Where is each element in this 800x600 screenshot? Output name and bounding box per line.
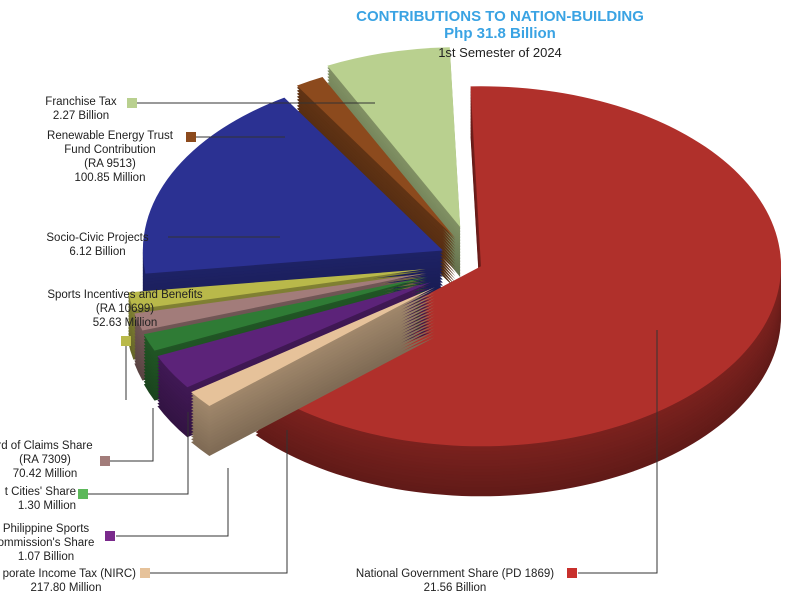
label-socio-civic: Socio-Civic Projects 6.12 Billion [40, 231, 155, 259]
legend-marker-franchise [127, 98, 137, 108]
label-franchise-tax: Franchise Tax 2.27 Billion [40, 95, 122, 123]
label-psc-share: Philippine Sports ommission's Share 1.07… [0, 522, 106, 564]
slice-1 [191, 287, 435, 456]
label-name: National Government Share (PD 1869) [355, 568, 555, 580]
label-name: (RA 10699) [95, 303, 155, 315]
label-name: Socio-Civic Projects [46, 232, 149, 244]
label-national-government: National Government Share (PD 1869) 21.5… [345, 567, 565, 595]
label-value: 100.85 Million [74, 172, 146, 184]
slice-top [191, 287, 435, 406]
label-value: 217.80 Million [30, 582, 102, 594]
slice-top [296, 77, 456, 239]
chart-subtitle: Php 31.8 Billion [444, 25, 556, 42]
legend-marker-sports-incentives [121, 336, 131, 346]
label-name: Renewable Energy Trust [47, 130, 173, 142]
label-sports-incentives: Sports Incentives and Benefits (RA 10699… [40, 288, 210, 330]
leader-line-cities [88, 412, 189, 495]
label-cities-share: t Cities' Share 1.30 Million [0, 485, 76, 513]
label-name: Fund Contribution [64, 144, 156, 156]
leader-line-corporate-income-tax [150, 430, 288, 574]
slice-top [134, 273, 427, 331]
slice-side [143, 281, 429, 356]
legend-marker-national-government [567, 568, 577, 578]
label-value: 2.27 Billion [52, 110, 110, 122]
label-name: (RA 7309) [19, 454, 71, 466]
label-name: rd of Claims Share [0, 440, 93, 452]
slice-top [143, 276, 429, 351]
legend-marker-corporate-income-tax [140, 568, 150, 578]
slice-top [157, 282, 432, 388]
slice-6 [142, 97, 443, 324]
leader-line-psc [116, 468, 229, 537]
label-name: (RA 9513) [84, 158, 136, 170]
legend-marker-board-of-claims [100, 456, 110, 466]
label-name: t Cities' Share [4, 486, 76, 498]
chart-title: CONTRIBUTIONS TO NATION-BUILDING [356, 8, 644, 25]
label-value: 70.42 Million [12, 468, 78, 480]
leader-line-national-government [578, 330, 658, 574]
label-renewable-energy: Renewable Energy Trust Fund Contribution… [40, 129, 180, 185]
label-name: Franchise Tax [45, 96, 117, 108]
label-name: porate Income Tax (NIRC) [2, 568, 136, 580]
label-board-of-claims: rd of Claims Share (RA 7309) 70.42 Milli… [0, 439, 100, 481]
slice-top [327, 47, 461, 228]
legend-marker-cities [78, 489, 88, 499]
label-value: 52.63 Million [92, 317, 158, 329]
label-corporate-income-tax: porate Income Tax (NIRC) 217.80 Million [0, 567, 136, 595]
slice-side [128, 271, 426, 312]
label-name: ommission's Share [0, 537, 95, 549]
legend-marker-psc [105, 531, 115, 541]
slice-0 [255, 86, 782, 497]
chart-period: 1st Semester of 2024 [438, 45, 562, 60]
leader-line-board-of-claims [110, 408, 154, 462]
label-name: Sports Incentives and Benefits [47, 289, 203, 301]
slice-top [142, 97, 443, 274]
legend-marker-socio-civic [158, 232, 168, 242]
label-value: 1.07 Billion [17, 551, 75, 563]
slice-top [128, 269, 426, 310]
label-value: 6.12 Billion [69, 246, 126, 258]
label-value: 21.56 Billion [423, 582, 487, 594]
label-value: 1.30 Million [17, 500, 76, 512]
slice-side [134, 275, 427, 333]
label-name: Philippine Sports [2, 523, 90, 535]
legend-marker-renewable [186, 132, 196, 142]
